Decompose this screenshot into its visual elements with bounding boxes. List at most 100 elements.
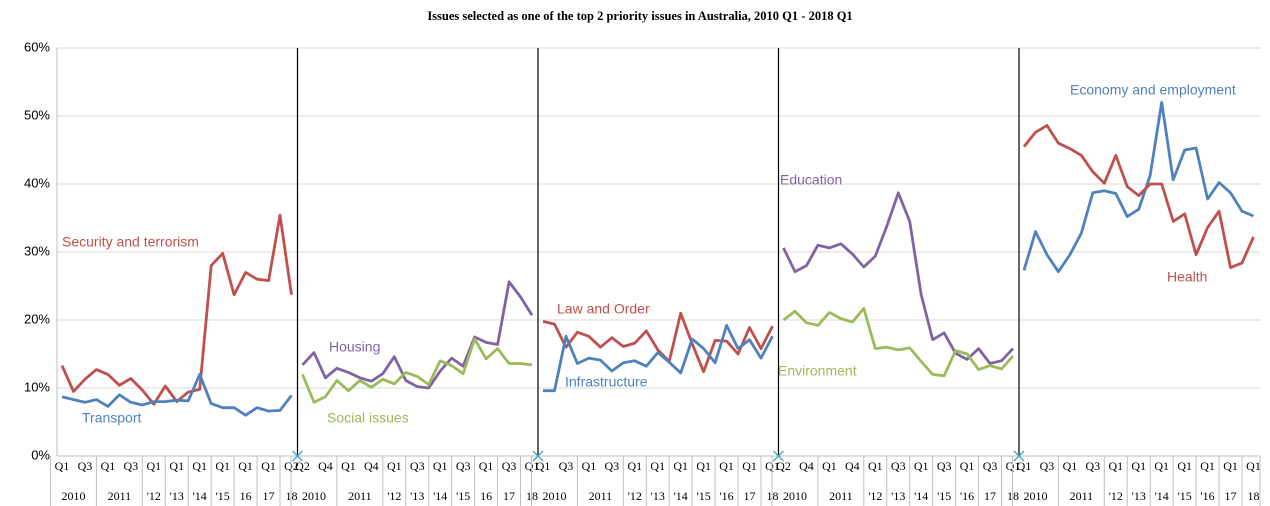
x-tick-label: Q3 [410, 459, 425, 473]
series-label: Security and terrorism [62, 234, 199, 250]
year-label: '15 [697, 489, 711, 503]
year-label: 2011 [1070, 489, 1094, 503]
x-tick-label: Q1 [261, 459, 276, 473]
year-label: 2010 [61, 489, 85, 503]
x-tick-label: Q1 [719, 459, 734, 473]
x-tick-label: Q4 [364, 459, 379, 473]
series-line [782, 191, 1015, 365]
x-tick-label: Q1 [55, 459, 70, 473]
series-line [1022, 101, 1255, 274]
x-tick-label: Q1 [742, 459, 757, 473]
x-tick-label: Q1 [146, 459, 161, 473]
y-tick-label: 20% [24, 311, 50, 326]
x-tick-label: Q1 [960, 459, 975, 473]
year-label: '16 [1201, 489, 1215, 503]
year-label: 2010 [542, 489, 566, 503]
x-tick-label: Q1 [433, 459, 448, 473]
x-tick-label: Q2 [295, 459, 310, 473]
x-tick-label: Q3 [983, 459, 998, 473]
x-tick-label: Q1 [868, 459, 883, 473]
year-label: '12 [628, 489, 642, 503]
year-label: '14 [1155, 489, 1169, 503]
series-line [1022, 124, 1255, 269]
year-label: '12 [1109, 489, 1123, 503]
series-label: Social issues [327, 410, 409, 426]
series-line [301, 280, 534, 390]
y-tick-label: 0% [31, 447, 50, 462]
series-line [542, 311, 774, 374]
year-label: '12 [868, 489, 882, 503]
series-line [543, 324, 774, 393]
year-label: 2010 [783, 489, 807, 503]
series-label: Transport [82, 410, 142, 426]
boundary-marker [291, 450, 304, 462]
x-tick-label: Q3 [1086, 459, 1101, 473]
y-tick-label: 60% [24, 39, 50, 54]
year-label: 2010 [302, 489, 326, 503]
x-tick-label: Q3 [891, 459, 906, 473]
year-label: '15 [1178, 489, 1192, 503]
year-label: '14 [914, 489, 928, 503]
boundary-marker [1013, 450, 1025, 462]
x-tick-label: Q1 [1223, 459, 1238, 473]
x-tick-label: Q1 [169, 459, 184, 473]
x-tick-label: Q3 [937, 459, 952, 473]
year-label: 17 [263, 489, 275, 503]
year-label: '15 [937, 489, 951, 503]
year-label: '14 [674, 489, 688, 503]
x-tick-label: Q1 [238, 459, 253, 473]
year-label: '13 [1132, 489, 1146, 503]
series-line [301, 337, 533, 404]
x-tick-label: Q3 [559, 459, 574, 473]
series-label: Environment [778, 363, 857, 379]
x-tick-label: Q3 [78, 459, 93, 473]
series-line [61, 373, 293, 417]
year-label: '16 [960, 489, 974, 503]
year-label: 2010 [1023, 489, 1047, 503]
year-label: 2011 [829, 489, 853, 503]
series-label: Education [780, 172, 842, 188]
year-label: 2011 [348, 489, 372, 503]
boundary-marker [532, 450, 544, 462]
year-label: '13 [410, 489, 424, 503]
x-tick-label: Q1 [215, 459, 230, 473]
year-label: '16 [720, 489, 734, 503]
x-tick-label: Q1 [1154, 459, 1169, 473]
x-tick-label: Q2 [776, 459, 791, 473]
x-tick-label: Q3 [605, 459, 620, 473]
year-label: 18 [1248, 489, 1260, 503]
x-tick-label: Q1 [650, 459, 665, 473]
x-tick-label: Q1 [1177, 459, 1192, 473]
x-tick-label: Q1 [341, 459, 356, 473]
year-label: 17 [984, 489, 996, 503]
x-tick-label: Q1 [673, 459, 688, 473]
x-tick-label: Q1 [822, 459, 837, 473]
y-tick-label: 30% [24, 243, 50, 258]
year-label: '15 [216, 489, 230, 503]
x-tick-label: Q1 [627, 459, 642, 473]
year-label: 17 [503, 489, 515, 503]
x-tick-label: Q1 [1246, 459, 1261, 473]
x-tick-label: Q1 [1063, 459, 1078, 473]
x-tick-label: Q4 [318, 459, 333, 473]
x-tick-label: Q1 [696, 459, 711, 473]
year-label: 2011 [589, 489, 613, 503]
x-tick-label: Q3 [124, 459, 139, 473]
year-label: '14 [433, 489, 447, 503]
x-tick-label: Q1 [582, 459, 597, 473]
series-line [782, 307, 1015, 378]
year-label: 17 [744, 489, 756, 503]
year-label: '14 [193, 489, 207, 503]
x-tick-label: Q4 [845, 459, 860, 473]
x-tick-label: Q1 [1131, 459, 1146, 473]
y-tick-label: 50% [24, 107, 50, 122]
x-tick-label: Q3 [456, 459, 471, 473]
x-tick-label: Q1 [1200, 459, 1215, 473]
year-label: '13 [891, 489, 905, 503]
series-label: Infrastructure [565, 374, 648, 390]
x-tick-label: Q1 [387, 459, 402, 473]
year-label: 16 [480, 489, 492, 503]
year-label: '12 [387, 489, 401, 503]
x-tick-label: Q1 [914, 459, 929, 473]
